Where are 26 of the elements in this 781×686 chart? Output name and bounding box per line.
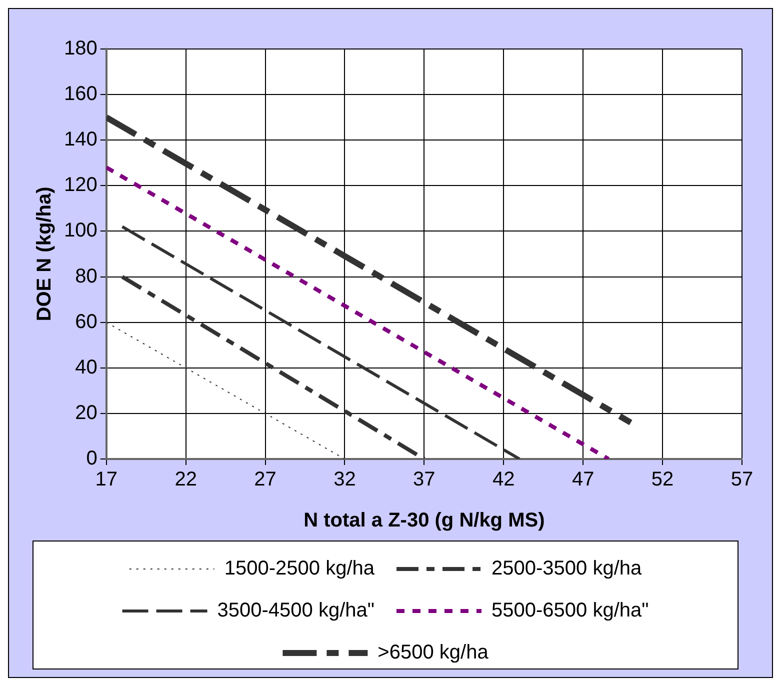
y-tick-label: 180 [64,38,98,60]
y-tick-label: 120 [64,174,98,196]
legend-label: 2500-3500 kg/ha [492,558,643,580]
x-tick-label: 37 [413,468,436,491]
x-tick-label: 57 [730,468,754,491]
x-tick-label: 17 [95,468,118,491]
y-tick-label: 80 [75,265,98,288]
y-tick-label: 20 [75,402,98,424]
y-tick-label: 40 [75,356,98,378]
legend-label: 3500-4500 kg/ha" [217,600,375,622]
y-tick-label: 140 [64,128,98,151]
y-tick-label: 160 [64,83,98,106]
x-tick-label: 42 [492,468,515,491]
y-tick-label: 60 [75,310,98,333]
legend-label: 5500-6500 kg/ha" [492,600,649,622]
x-tick-label: 52 [651,468,674,491]
x-tick-label: 32 [334,468,356,491]
x-tick-label: 22 [174,468,197,491]
legend-label: >6500 kg/ha [378,642,490,664]
y-tick-label: 0 [86,448,98,470]
x-tick-label: 47 [572,468,594,491]
x-tick-label: 27 [254,468,276,491]
x-axis-title: N total a Z-30 (g N/kg MS) [304,510,545,532]
y-axis-title: DOE N (kg/ha) [34,186,56,322]
y-tick-label: 100 [64,220,98,242]
legend-label: 1500-2500 kg/ha [224,558,376,580]
